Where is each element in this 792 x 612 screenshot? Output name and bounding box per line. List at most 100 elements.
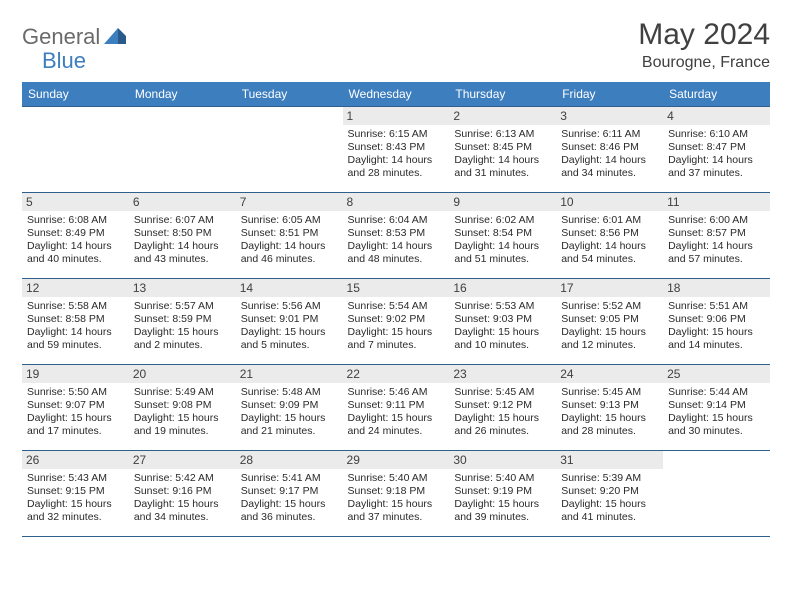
day-header-row: SundayMondayTuesdayWednesdayThursdayFrid… [22,82,770,107]
day-details: Sunrise: 5:49 AMSunset: 9:08 PMDaylight:… [134,386,231,439]
calendar-table: SundayMondayTuesdayWednesdayThursdayFrid… [22,82,770,537]
day-cell: 23 Sunrise: 5:45 AMSunset: 9:12 PMDayligh… [449,365,556,451]
day-details: Sunrise: 5:57 AMSunset: 8:59 PMDaylight:… [134,300,231,353]
day-details: Sunrise: 6:08 AMSunset: 8:49 PMDaylight:… [27,214,124,267]
day-details: Sunrise: 5:44 AMSunset: 9:14 PMDaylight:… [668,386,765,439]
day-cell: 9 Sunrise: 6:02 AMSunset: 8:54 PMDaylight… [449,193,556,279]
day-cell: 27 Sunrise: 5:42 AMSunset: 9:16 PMDayligh… [129,451,236,537]
day-cell: 30Sunrise: 5:40 AMSunset: 9:19 PMDayligh… [449,451,556,537]
day-cell: 26Sunrise: 5:43 AMSunset: 9:15 PMDayligh… [22,451,129,537]
logo-text-blue: Blue [42,48,86,73]
day-cell: 31 Sunrise: 5:39 AMSunset: 9:20 PMDayligh… [556,451,663,537]
day-header-tuesday: Tuesday [236,82,343,107]
day-details: Sunrise: 5:46 AMSunset: 9:11 PMDaylight:… [348,386,445,439]
day-number: 8 [343,193,450,211]
day-details: Sunrise: 5:40 AMSunset: 9:19 PMDaylight:… [454,472,551,525]
day-details: Sunrise: 5:40 AMSunset: 9:18 PMDaylight:… [348,472,445,525]
day-number: 22 [343,365,450,383]
day-cell [663,451,770,537]
day-details: Sunrise: 6:07 AMSunset: 8:50 PMDaylight:… [134,214,231,267]
day-number: 18 [663,279,770,297]
day-number: 29 [343,451,450,469]
day-number: 9 [449,193,556,211]
day-number: 6 [129,193,236,211]
day-number: 1 [343,107,450,125]
day-header-saturday: Saturday [663,82,770,107]
day-details: Sunrise: 5:56 AMSunset: 9:01 PMDaylight:… [241,300,338,353]
week-row: 12 Sunrise: 5:58 AMSunset: 8:58 PMDayligh… [22,279,770,365]
day-cell: 24 Sunrise: 5:45 AMSunset: 9:13 PMDayligh… [556,365,663,451]
day-number: 27 [129,451,236,469]
day-header-friday: Friday [556,82,663,107]
day-number: 14 [236,279,343,297]
day-details: Sunrise: 5:58 AMSunset: 8:58 PMDaylight:… [27,300,124,353]
day-details: Sunrise: 5:43 AMSunset: 9:15 PMDaylight:… [27,472,124,525]
day-details: Sunrise: 6:05 AMSunset: 8:51 PMDaylight:… [241,214,338,267]
day-details: Sunrise: 5:51 AMSunset: 9:06 PMDaylight:… [668,300,765,353]
day-cell: 25 Sunrise: 5:44 AMSunset: 9:14 PMDayligh… [663,365,770,451]
logo: General [22,24,128,50]
day-number: 31 [556,451,663,469]
week-row: 1 Sunrise: 6:15 AMSunset: 8:43 PMDaylight… [22,107,770,193]
day-cell: 7 Sunrise: 6:05 AMSunset: 8:51 PMDaylight… [236,193,343,279]
day-header-sunday: Sunday [22,82,129,107]
day-cell: 16 Sunrise: 5:53 AMSunset: 9:03 PMDayligh… [449,279,556,365]
day-cell [236,107,343,193]
day-details: Sunrise: 6:04 AMSunset: 8:53 PMDaylight:… [348,214,445,267]
day-number: 24 [556,365,663,383]
day-number: 4 [663,107,770,125]
day-details: Sunrise: 5:45 AMSunset: 9:13 PMDaylight:… [561,386,658,439]
day-details: Sunrise: 6:01 AMSunset: 8:56 PMDaylight:… [561,214,658,267]
day-cell: 6 Sunrise: 6:07 AMSunset: 8:50 PMDaylight… [129,193,236,279]
day-details: Sunrise: 5:54 AMSunset: 9:02 PMDaylight:… [348,300,445,353]
header: General May 2024 Bourogne, France [22,18,770,72]
day-details: Sunrise: 5:52 AMSunset: 9:05 PMDaylight:… [561,300,658,353]
location-label: Bourogne, France [638,54,770,72]
day-header-wednesday: Wednesday [343,82,450,107]
day-number: 21 [236,365,343,383]
day-details: Sunrise: 5:45 AMSunset: 9:12 PMDaylight:… [454,386,551,439]
day-cell: 8 Sunrise: 6:04 AMSunset: 8:53 PMDaylight… [343,193,450,279]
day-cell: 28Sunrise: 5:41 AMSunset: 9:17 PMDayligh… [236,451,343,537]
day-details: Sunrise: 6:11 AMSunset: 8:46 PMDaylight:… [561,128,658,181]
day-details: Sunrise: 6:13 AMSunset: 8:45 PMDaylight:… [454,128,551,181]
day-number: 2 [449,107,556,125]
day-details: Sunrise: 6:02 AMSunset: 8:54 PMDaylight:… [454,214,551,267]
logo-text-general: General [22,24,100,50]
day-number: 13 [129,279,236,297]
day-number: 16 [449,279,556,297]
day-details: Sunrise: 6:10 AMSunset: 8:47 PMDaylight:… [668,128,765,181]
week-row: 19Sunrise: 5:50 AMSunset: 9:07 PMDayligh… [22,365,770,451]
day-header-monday: Monday [129,82,236,107]
day-number: 23 [449,365,556,383]
day-number: 11 [663,193,770,211]
day-number: 17 [556,279,663,297]
day-details: Sunrise: 5:50 AMSunset: 9:07 PMDaylight:… [27,386,124,439]
day-cell: 1 Sunrise: 6:15 AMSunset: 8:43 PMDaylight… [343,107,450,193]
day-details: Sunrise: 6:15 AMSunset: 8:43 PMDaylight:… [348,128,445,181]
day-cell: 13 Sunrise: 5:57 AMSunset: 8:59 PMDayligh… [129,279,236,365]
day-cell: 22 Sunrise: 5:46 AMSunset: 9:11 PMDayligh… [343,365,450,451]
day-number: 5 [22,193,129,211]
day-cell [22,107,129,193]
day-number: 7 [236,193,343,211]
logo-triangle-icon [104,26,126,49]
day-cell: 21Sunrise: 5:48 AMSunset: 9:09 PMDayligh… [236,365,343,451]
day-cell: 29 Sunrise: 5:40 AMSunset: 9:18 PMDayligh… [343,451,450,537]
day-cell: 5 Sunrise: 6:08 AMSunset: 8:49 PMDaylight… [22,193,129,279]
day-cell: 11 Sunrise: 6:00 AMSunset: 8:57 PMDayligh… [663,193,770,279]
day-number: 25 [663,365,770,383]
day-cell: 17 Sunrise: 5:52 AMSunset: 9:05 PMDayligh… [556,279,663,365]
day-cell: 19Sunrise: 5:50 AMSunset: 9:07 PMDayligh… [22,365,129,451]
day-number: 3 [556,107,663,125]
day-number: 12 [22,279,129,297]
day-details: Sunrise: 5:39 AMSunset: 9:20 PMDaylight:… [561,472,658,525]
day-cell: 10Sunrise: 6:01 AMSunset: 8:56 PMDayligh… [556,193,663,279]
day-details: Sunrise: 5:42 AMSunset: 9:16 PMDaylight:… [134,472,231,525]
day-details: Sunrise: 6:00 AMSunset: 8:57 PMDaylight:… [668,214,765,267]
day-details: Sunrise: 5:53 AMSunset: 9:03 PMDaylight:… [454,300,551,353]
day-cell: 4 Sunrise: 6:10 AMSunset: 8:47 PMDaylight… [663,107,770,193]
day-cell: 3 Sunrise: 6:11 AMSunset: 8:46 PMDaylight… [556,107,663,193]
week-row: 26Sunrise: 5:43 AMSunset: 9:15 PMDayligh… [22,451,770,537]
day-cell: 20Sunrise: 5:49 AMSunset: 9:08 PMDayligh… [129,365,236,451]
